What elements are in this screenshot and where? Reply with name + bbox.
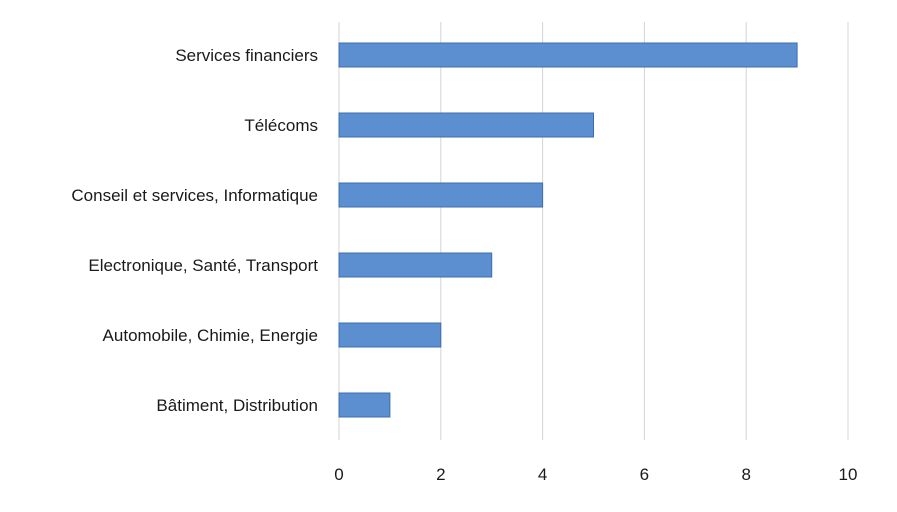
bar (338, 252, 493, 278)
gridlines (338, 22, 849, 440)
x-tick-label: 2 (436, 465, 445, 484)
bars (338, 42, 798, 418)
x-tick-label: 4 (538, 465, 547, 484)
x-axis-tick-labels: 0 2 4 6 8 10 (334, 465, 857, 484)
x-tick-label: 0 (334, 465, 343, 484)
bar (338, 112, 594, 138)
bar (338, 42, 798, 68)
category-label: Télécoms (244, 116, 318, 135)
category-labels: Services financiers Télécoms Conseil et se… (71, 46, 318, 415)
category-label: Electronique, Santé, Transport (88, 256, 318, 275)
x-tick-label: 10 (839, 465, 858, 484)
x-tick-label: 6 (640, 465, 649, 484)
category-label: Services financiers (175, 46, 318, 65)
category-label: Automobile, Chimie, Energie (103, 326, 318, 345)
bar (338, 392, 391, 418)
bar (338, 322, 442, 348)
bar (338, 182, 544, 208)
category-label: Conseil et services, Informatique (71, 186, 318, 205)
category-label: Bâtiment, Distribution (156, 396, 318, 415)
x-tick-label: 8 (741, 465, 750, 484)
